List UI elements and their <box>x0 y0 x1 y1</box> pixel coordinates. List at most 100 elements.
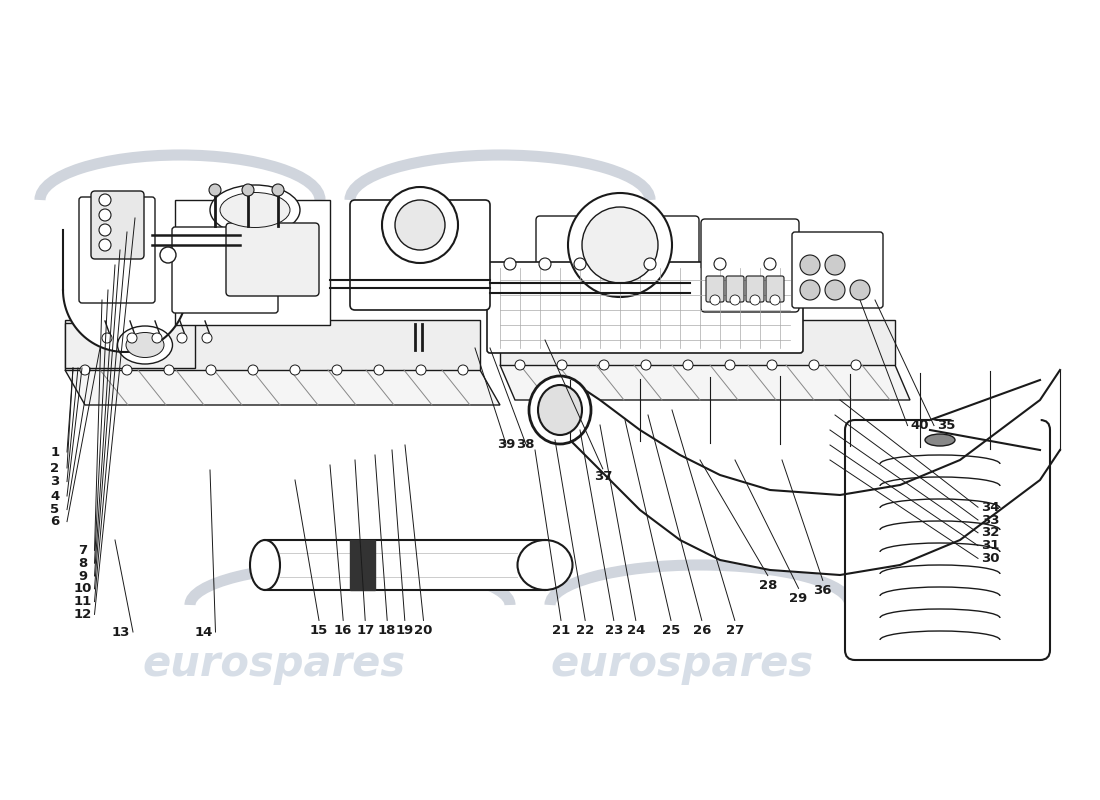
Text: 22: 22 <box>576 624 594 637</box>
Circle shape <box>714 258 726 270</box>
Circle shape <box>242 184 254 196</box>
Circle shape <box>332 365 342 375</box>
Text: 13: 13 <box>112 626 130 638</box>
Circle shape <box>374 365 384 375</box>
Circle shape <box>164 365 174 375</box>
Text: 35: 35 <box>937 419 955 432</box>
Text: 38: 38 <box>517 438 535 450</box>
FancyBboxPatch shape <box>487 262 803 353</box>
Text: 18: 18 <box>378 624 396 637</box>
Polygon shape <box>350 540 375 590</box>
Text: 7: 7 <box>78 544 87 557</box>
Circle shape <box>600 360 609 370</box>
FancyBboxPatch shape <box>792 232 883 308</box>
Circle shape <box>177 333 187 343</box>
Text: 3: 3 <box>51 475 59 488</box>
Circle shape <box>272 184 284 196</box>
FancyBboxPatch shape <box>65 323 195 368</box>
Circle shape <box>382 187 458 263</box>
FancyBboxPatch shape <box>766 276 784 302</box>
Circle shape <box>808 360 820 370</box>
Circle shape <box>515 360 525 370</box>
Circle shape <box>458 365 468 375</box>
Text: 16: 16 <box>334 624 352 637</box>
Text: 4: 4 <box>51 490 59 502</box>
Polygon shape <box>265 540 544 590</box>
Text: 6: 6 <box>51 515 59 528</box>
Ellipse shape <box>126 333 164 358</box>
Text: 24: 24 <box>627 624 645 637</box>
Circle shape <box>99 224 111 236</box>
Circle shape <box>683 360 693 370</box>
Ellipse shape <box>250 540 280 590</box>
Circle shape <box>209 184 221 196</box>
Text: 32: 32 <box>981 526 999 539</box>
Text: 29: 29 <box>790 592 807 605</box>
Text: 15: 15 <box>310 624 328 637</box>
Ellipse shape <box>210 185 300 235</box>
Circle shape <box>767 360 777 370</box>
Circle shape <box>122 365 132 375</box>
Circle shape <box>248 365 258 375</box>
Polygon shape <box>930 380 1040 450</box>
Text: 10: 10 <box>74 582 91 595</box>
Polygon shape <box>500 320 895 365</box>
Circle shape <box>202 333 212 343</box>
FancyBboxPatch shape <box>536 216 698 314</box>
FancyBboxPatch shape <box>91 191 144 259</box>
Circle shape <box>850 280 870 300</box>
Circle shape <box>80 365 90 375</box>
Text: 36: 36 <box>814 584 832 597</box>
Text: 17: 17 <box>356 624 374 637</box>
Circle shape <box>99 239 111 251</box>
Circle shape <box>557 360 566 370</box>
Ellipse shape <box>529 376 591 444</box>
Circle shape <box>504 258 516 270</box>
Circle shape <box>644 258 656 270</box>
Circle shape <box>206 365 216 375</box>
Text: 40: 40 <box>911 419 928 432</box>
Circle shape <box>416 365 426 375</box>
Text: 28: 28 <box>759 579 777 592</box>
Text: 34: 34 <box>981 501 999 514</box>
Ellipse shape <box>517 540 572 590</box>
Text: eurospares: eurospares <box>550 643 813 685</box>
Circle shape <box>730 295 740 305</box>
Text: 19: 19 <box>396 624 414 637</box>
Text: 20: 20 <box>415 624 432 637</box>
Text: 2: 2 <box>51 462 59 474</box>
Ellipse shape <box>925 434 955 446</box>
Circle shape <box>800 280 820 300</box>
Circle shape <box>725 360 735 370</box>
Circle shape <box>152 333 162 343</box>
Text: eurospares: eurospares <box>550 331 813 373</box>
Circle shape <box>102 333 112 343</box>
Text: 27: 27 <box>726 624 744 637</box>
Circle shape <box>160 247 176 263</box>
Circle shape <box>290 365 300 375</box>
FancyBboxPatch shape <box>350 200 490 310</box>
Text: 12: 12 <box>74 608 91 621</box>
Ellipse shape <box>118 326 173 364</box>
Circle shape <box>568 193 672 297</box>
Text: 25: 25 <box>662 624 680 637</box>
Text: 8: 8 <box>78 557 87 570</box>
Circle shape <box>710 295 720 305</box>
Text: 21: 21 <box>552 624 570 637</box>
Polygon shape <box>65 320 480 370</box>
Circle shape <box>582 207 658 283</box>
Text: 5: 5 <box>51 503 59 516</box>
FancyBboxPatch shape <box>706 276 724 302</box>
Circle shape <box>800 255 820 275</box>
Text: 33: 33 <box>981 514 999 526</box>
FancyBboxPatch shape <box>845 420 1050 660</box>
Polygon shape <box>65 370 500 405</box>
Text: 39: 39 <box>497 438 515 450</box>
Text: eurospares: eurospares <box>143 331 406 373</box>
FancyBboxPatch shape <box>226 223 319 296</box>
Circle shape <box>764 258 776 270</box>
Circle shape <box>750 295 760 305</box>
FancyBboxPatch shape <box>726 276 744 302</box>
Text: 37: 37 <box>594 470 612 483</box>
Circle shape <box>641 360 651 370</box>
